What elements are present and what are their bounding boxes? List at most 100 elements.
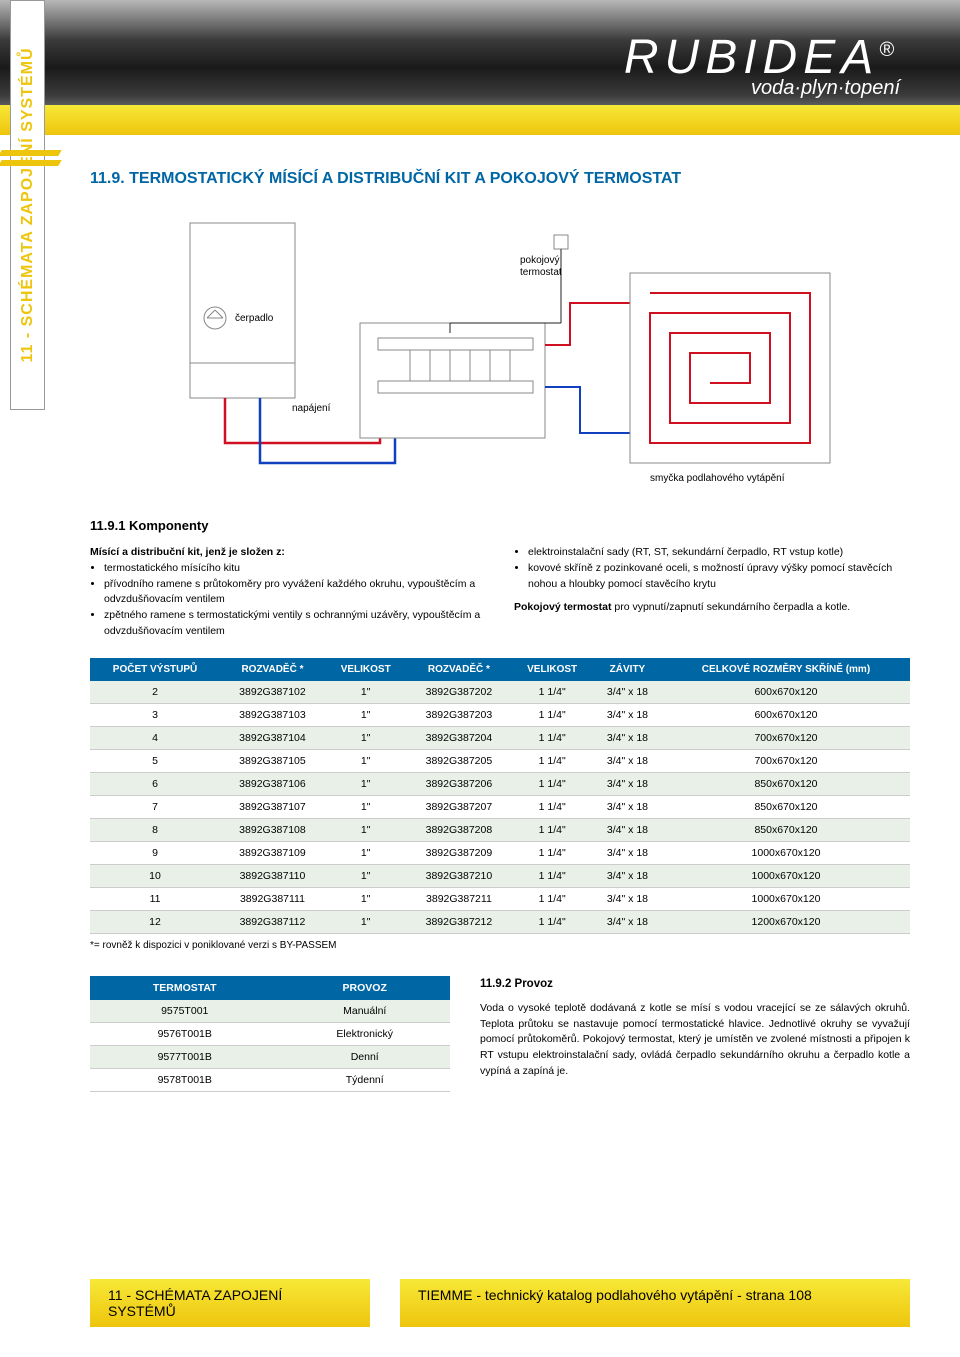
table-cell: 1 1/4" bbox=[511, 749, 593, 772]
table-cell: 1000x670x120 bbox=[662, 864, 910, 887]
table-header: ROZVADĚČ * bbox=[406, 658, 511, 681]
table-cell: 700x670x120 bbox=[662, 749, 910, 772]
table-cell: 1 1/4" bbox=[511, 864, 593, 887]
table-header: VELIKOST bbox=[325, 658, 407, 681]
table-cell: Manuální bbox=[279, 1000, 450, 1023]
main-table: POČET VÝSTUPŮROZVADĚČ *VELIKOSTROZVADĚČ … bbox=[90, 658, 910, 934]
table-cell: 850x670x120 bbox=[662, 818, 910, 841]
table-row: 9576T001BElektronický bbox=[90, 1022, 450, 1045]
components-columns: Mísící a distribuční kit, jenž je složen… bbox=[90, 545, 910, 640]
table-cell: 3/4" x 18 bbox=[593, 726, 662, 749]
table-cell: 1" bbox=[325, 795, 407, 818]
table-cell: 3/4" x 18 bbox=[593, 864, 662, 887]
table-cell: 3892G387202 bbox=[406, 681, 511, 704]
table-cell: 1200x670x120 bbox=[662, 910, 910, 933]
table-cell: 1" bbox=[325, 887, 407, 910]
table-header: POČET VÝSTUPŮ bbox=[90, 658, 220, 681]
table-row: 103892G3871101"3892G3872101 1/4"3/4" x 1… bbox=[90, 864, 910, 887]
table-cell: 3/4" x 18 bbox=[593, 772, 662, 795]
table-cell: 3/4" x 18 bbox=[593, 703, 662, 726]
table-cell: 2 bbox=[90, 681, 220, 704]
table-cell: 1 1/4" bbox=[511, 910, 593, 933]
table-cell: 3892G387210 bbox=[406, 864, 511, 887]
table-cell: 9 bbox=[90, 841, 220, 864]
table-cell: 3892G387102 bbox=[220, 681, 325, 704]
table-cell: 3892G387106 bbox=[220, 772, 325, 795]
table-cell: 3/4" x 18 bbox=[593, 818, 662, 841]
table-cell: 1" bbox=[325, 726, 407, 749]
table-note: *= rovněž k dispozici v poniklované verz… bbox=[90, 940, 910, 951]
components-intro: Mísící a distribuční kit, jenž je složen… bbox=[90, 546, 285, 558]
table-row: 63892G3871061"3892G3872061 1/4"3/4" x 18… bbox=[90, 772, 910, 795]
table-cell: 600x670x120 bbox=[662, 703, 910, 726]
table-cell: 6 bbox=[90, 772, 220, 795]
table-row: 43892G3871041"3892G3872041 1/4"3/4" x 18… bbox=[90, 726, 910, 749]
table-cell: 4 bbox=[90, 726, 220, 749]
table-cell: 3892G387107 bbox=[220, 795, 325, 818]
table-header: VELIKOST bbox=[511, 658, 593, 681]
table-cell: 1 1/4" bbox=[511, 726, 593, 749]
loop-label: smyčka podlahového vytápění bbox=[650, 473, 785, 484]
table-row: 9575T001Manuální bbox=[90, 1000, 450, 1023]
list-item: elektroinstalační sady (RT, ST, sekundár… bbox=[528, 545, 910, 561]
table-cell: 1 1/4" bbox=[511, 795, 593, 818]
table-cell: 1" bbox=[325, 772, 407, 795]
table-row: 113892G3871111"3892G3872111 1/4"3/4" x 1… bbox=[90, 887, 910, 910]
provoz-text: Voda o vysoké teplotě dodávaná z kotle s… bbox=[480, 1001, 910, 1080]
table-header: CELKOVÉ ROZMĚRY SKŘÍNĚ (mm) bbox=[662, 658, 910, 681]
components-right-list: elektroinstalační sady (RT, ST, sekundár… bbox=[514, 545, 910, 592]
table-header: ROZVADĚČ * bbox=[220, 658, 325, 681]
table-row: 9577T001BDenní bbox=[90, 1045, 450, 1068]
table-cell: 3892G387104 bbox=[220, 726, 325, 749]
table-row: 23892G3871021"3892G3872021 1/4"3/4" x 18… bbox=[90, 681, 910, 704]
table-cell: 3892G387211 bbox=[406, 887, 511, 910]
table-cell: 700x670x120 bbox=[662, 726, 910, 749]
table-cell: 1" bbox=[325, 910, 407, 933]
side-label-text: 11 - SCHÉMATA ZAPOJENÍ SYSTÉMŮ bbox=[19, 47, 37, 362]
thermostat-table: TERMOSTATPROVOZ 9575T001Manuální9576T001… bbox=[90, 976, 450, 1092]
table-cell: 9576T001B bbox=[90, 1022, 279, 1045]
table-cell: 1 1/4" bbox=[511, 841, 593, 864]
table-cell: 3892G387105 bbox=[220, 749, 325, 772]
table-cell: 850x670x120 bbox=[662, 772, 910, 795]
provoz-block: 11.9.2 Provoz Voda o vysoké teplotě dodá… bbox=[480, 976, 910, 1092]
table-row: 73892G3871071"3892G3872071 1/4"3/4" x 18… bbox=[90, 795, 910, 818]
table-cell: Elektronický bbox=[279, 1022, 450, 1045]
table-cell: 3892G387207 bbox=[406, 795, 511, 818]
table-cell: 1" bbox=[325, 818, 407, 841]
table-cell: 7 bbox=[90, 795, 220, 818]
supply-label: napájení bbox=[292, 403, 331, 414]
table-row: 9578T001BTýdenní bbox=[90, 1068, 450, 1091]
logo: RUBIDEA® voda·plyn·topení bbox=[624, 30, 900, 100]
table-cell: 3892G387203 bbox=[406, 703, 511, 726]
table-cell: 1 1/4" bbox=[511, 772, 593, 795]
list-item: termostatického mísícího kitu bbox=[104, 561, 486, 577]
table-row: 93892G3871091"3892G3872091 1/4"3/4" x 18… bbox=[90, 841, 910, 864]
table-cell: 9578T001B bbox=[90, 1068, 279, 1091]
section-title: 11.9. TERMOSTATICKÝ MÍSÍCÍ A DISTRIBUČNÍ… bbox=[90, 170, 910, 188]
table-cell: 1000x670x120 bbox=[662, 841, 910, 864]
table-cell: 3892G387212 bbox=[406, 910, 511, 933]
table-cell: 1" bbox=[325, 864, 407, 887]
table-row: 123892G3871121"3892G3872121 1/4"3/4" x 1… bbox=[90, 910, 910, 933]
table-cell: 3892G387112 bbox=[220, 910, 325, 933]
table-cell: 1" bbox=[325, 841, 407, 864]
table-cell: 3892G387110 bbox=[220, 864, 325, 887]
logo-reg: ® bbox=[879, 39, 900, 61]
provoz-heading: 11.9.2 Provoz bbox=[480, 976, 910, 993]
table-cell: Týdenní bbox=[279, 1068, 450, 1091]
table-cell: 3/4" x 18 bbox=[593, 681, 662, 704]
table-header: TERMOSTAT bbox=[90, 976, 279, 1000]
components-heading: 11.9.1 Komponenty bbox=[90, 518, 910, 533]
table-cell: 1 1/4" bbox=[511, 818, 593, 841]
table-cell: 12 bbox=[90, 910, 220, 933]
table-cell: 1" bbox=[325, 749, 407, 772]
footer-left: 11 - SCHÉMATA ZAPOJENÍ SYSTÉMŮ bbox=[90, 1279, 370, 1327]
table-cell: 3/4" x 18 bbox=[593, 887, 662, 910]
table-cell: 5 bbox=[90, 749, 220, 772]
yellow-bar-top bbox=[0, 105, 960, 135]
table-cell: 1" bbox=[325, 681, 407, 704]
table-row: 33892G3871031"3892G3872031 1/4"3/4" x 18… bbox=[90, 703, 910, 726]
table-cell: 3 bbox=[90, 703, 220, 726]
table-cell: 10 bbox=[90, 864, 220, 887]
